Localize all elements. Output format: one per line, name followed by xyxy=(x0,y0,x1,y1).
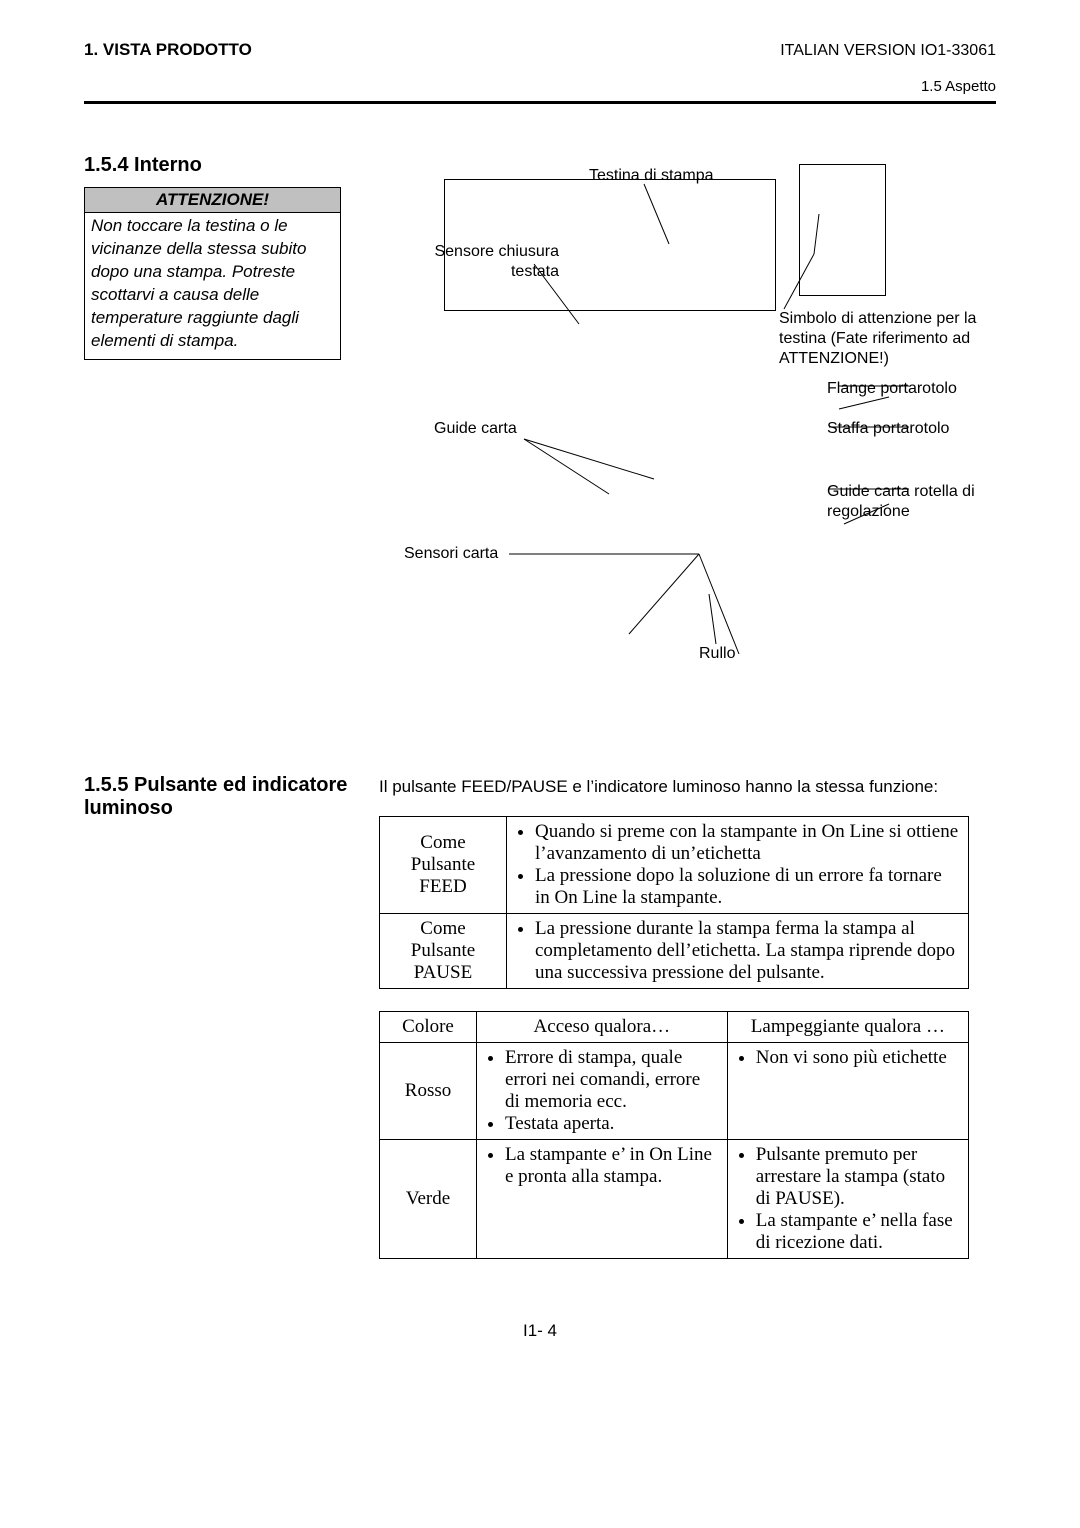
cell-right: Quando si preme con la stampante in On L… xyxy=(507,816,969,913)
header-right: ITALIAN VERSION IO1-33061 xyxy=(780,42,996,60)
cell-left: ComePulsantePAUSE xyxy=(380,913,507,988)
header-left: 1. VISTA PRODOTTO xyxy=(84,40,252,60)
cell-left: ComePulsanteFEED xyxy=(380,816,507,913)
internal-diagram: Testina di stampa Sensore chiusura testa… xyxy=(379,154,989,714)
page-header: 1. VISTA PRODOTTO ITALIAN VERSION IO1-33… xyxy=(84,40,996,60)
table-header: Acceso qualora… xyxy=(477,1011,728,1042)
label-rullo: Rullo xyxy=(699,644,735,664)
section-1-5-4: 1.5.4 Interno ATTENZIONE! Non toccare la… xyxy=(84,154,996,714)
cell: Non vi sono più etichette xyxy=(727,1042,968,1139)
section-heading-155: 1.5.5 Pulsante ed indicatore luminoso xyxy=(84,774,349,820)
list-item: Testata aperta. xyxy=(505,1113,719,1135)
warning-body: Non toccare la testina o le vicinanze de… xyxy=(85,213,340,359)
table-row: Verde La stampante e’ in On Line e pronta… xyxy=(380,1139,969,1258)
list-item: Errore di stampa, quale errori nei coman… xyxy=(505,1047,719,1113)
header-rule xyxy=(84,101,996,104)
label-guide-rotella: Guide carta rotella di regolazione xyxy=(827,482,987,522)
warning-title: ATTENZIONE! xyxy=(85,188,340,213)
section-heading-154: 1.5.4 Interno xyxy=(84,154,349,177)
table-header: Lampeggiante qualora … xyxy=(727,1011,968,1042)
list-item: La pressione dopo la soluzione di un err… xyxy=(535,865,960,909)
header-sub: 1.5 Aspetto xyxy=(84,78,996,95)
table-feed-pause: ComePulsanteFEED Quando si preme con la s… xyxy=(379,816,969,989)
cell-color: Rosso xyxy=(380,1042,477,1139)
page: 1. VISTA PRODOTTO ITALIAN VERSION IO1-33… xyxy=(0,0,1080,1381)
cell-right: La pressione durante la stampa ferma la … xyxy=(507,913,969,988)
warning-box: ATTENZIONE! Non toccare la testina o le … xyxy=(84,187,341,360)
list-item: La stampante e’ nella fase di ricezione … xyxy=(756,1210,960,1254)
label-flange: Flange portarotolo xyxy=(827,379,957,399)
cell-color: Verde xyxy=(380,1139,477,1258)
list-item: Non vi sono più etichette xyxy=(756,1047,960,1069)
cell: La stampante e’ in On Line e pronta alla… xyxy=(477,1139,728,1258)
label-sensori-carta: Sensori carta xyxy=(404,544,498,564)
table-row: ComePulsanteFEED Quando si preme con la s… xyxy=(380,816,969,913)
table-header: Colore xyxy=(380,1011,477,1042)
list-item: La stampante e’ in On Line e pronta alla… xyxy=(505,1144,719,1188)
table-colors: ColoreAcceso qualora…Lampeggiante qualor… xyxy=(379,1011,969,1259)
page-number: I1- 4 xyxy=(84,1321,996,1341)
label-staffa: Staffa portarotolo xyxy=(827,419,949,439)
cell: Pulsante premuto per arrestare la stampa… xyxy=(727,1139,968,1258)
table-row: Rosso Errore di stampa, quale errori nei … xyxy=(380,1042,969,1139)
intro-155: Il pulsante FEED/PAUSE e l’indicatore lu… xyxy=(379,774,996,800)
label-sensore-chiusura: Sensore chiusura testata xyxy=(399,242,559,282)
list-item: La pressione durante la stampa ferma la … xyxy=(535,918,960,984)
section-1-5-5: 1.5.5 Pulsante ed indicatore luminoso Il… xyxy=(84,774,996,1281)
table-row: ComePulsantePAUSE La pressione durante la… xyxy=(380,913,969,988)
label-guide-carta: Guide carta xyxy=(434,419,517,439)
label-simbolo: Simbolo di attenzione per la testina (Fa… xyxy=(779,309,989,369)
list-item: Quando si preme con la stampante in On L… xyxy=(535,821,960,865)
label-testina: Testina di stampa xyxy=(589,166,714,186)
list-item: Pulsante premuto per arrestare la stampa… xyxy=(756,1144,960,1210)
cell: Errore di stampa, quale errori nei coman… xyxy=(477,1042,728,1139)
